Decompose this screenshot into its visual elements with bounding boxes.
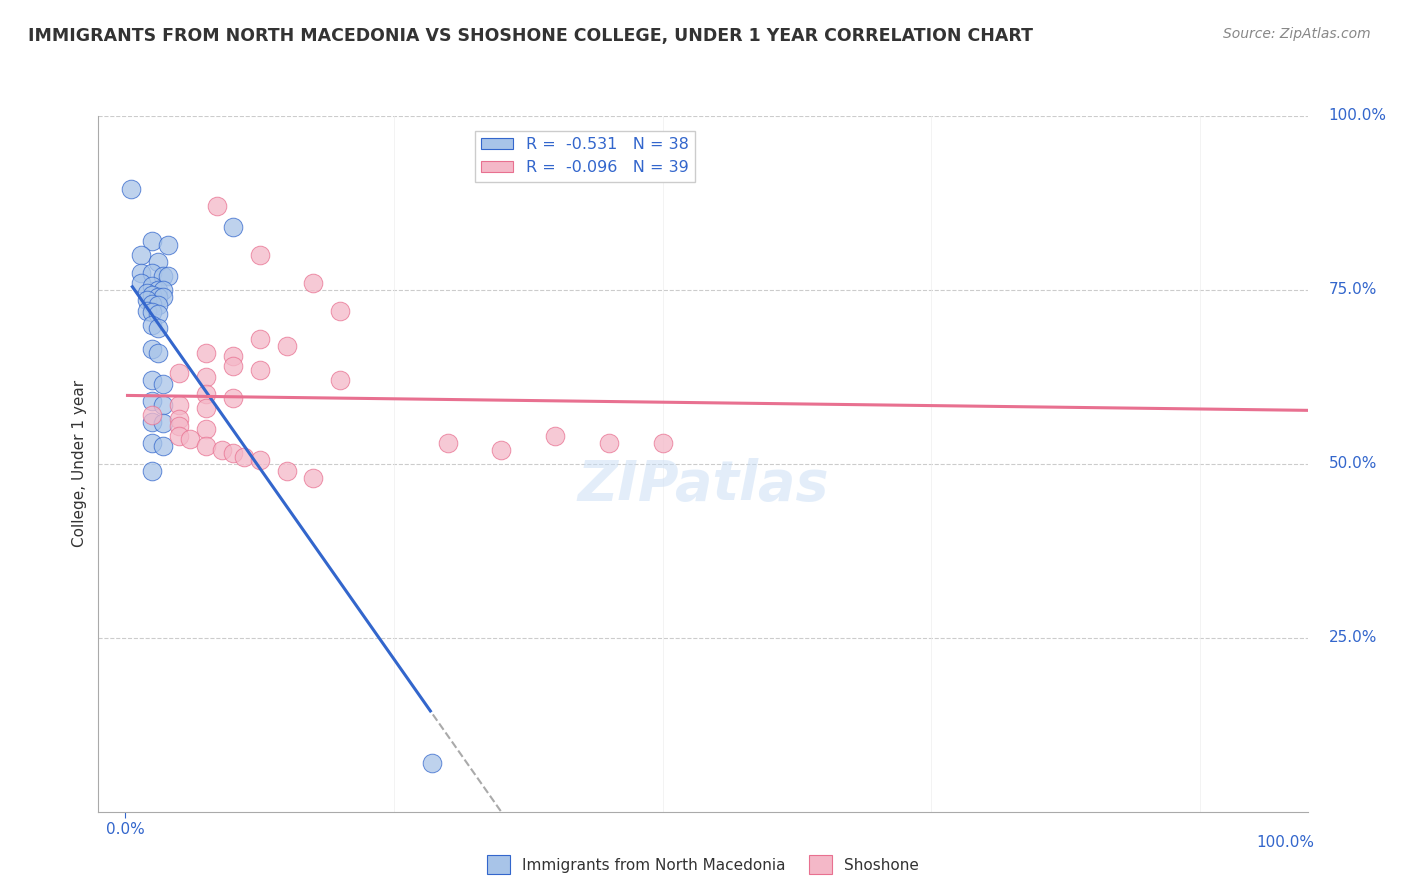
Point [146,290,169,304]
Point [249,332,271,346]
Text: 25.0%: 25.0% [1329,631,1376,645]
Point [141,318,163,332]
Point [157,237,180,252]
Point [152,268,174,283]
Point [141,305,163,319]
Point [276,464,298,478]
Point [141,297,163,311]
Point [167,411,190,425]
Text: 75.0%: 75.0% [1329,283,1376,297]
Point [146,283,169,297]
Point [135,293,157,308]
Text: IMMIGRANTS FROM NORTH MACEDONIA VS SHOSHONE COLLEGE, UNDER 1 YEAR CORRELATION CH: IMMIGRANTS FROM NORTH MACEDONIA VS SHOSH… [28,27,1033,45]
Point [146,345,169,359]
Point [222,359,245,374]
Point [194,387,217,401]
Point [249,453,271,467]
Point [420,756,443,770]
Point [249,363,271,377]
Point [167,418,190,433]
Point [179,433,201,447]
Point [146,321,169,335]
Point [131,248,153,262]
Point [157,268,180,283]
Point [146,307,169,321]
Point [222,220,245,235]
Point [232,450,254,464]
Text: ZIPatlas: ZIPatlas [578,458,828,512]
Point [329,303,352,318]
Point [651,436,673,450]
Point [249,248,271,262]
Point [141,415,163,429]
Point [167,398,190,412]
Point [152,376,174,391]
Text: Source: ZipAtlas.com: Source: ZipAtlas.com [1223,27,1371,41]
Point [211,442,233,457]
Point [141,266,163,280]
Point [194,422,217,436]
Legend: R =  -0.531   N = 38, R =  -0.096   N = 39: R = -0.531 N = 38, R = -0.096 N = 39 [475,131,695,182]
Point [152,440,174,454]
Point [141,408,163,422]
Point [167,367,190,381]
Point [141,373,163,387]
Point [329,373,352,387]
Point [598,436,620,450]
Point [205,199,228,213]
Point [120,182,142,196]
Point [141,342,163,356]
Point [141,288,163,302]
Point [141,279,163,293]
Y-axis label: College, Under 1 year: College, Under 1 year [72,380,87,548]
Point [222,349,245,363]
Point [194,440,217,454]
Text: 100.0%: 100.0% [1257,836,1315,850]
Point [302,276,325,290]
Point [222,446,245,460]
Text: 50.0%: 50.0% [1329,457,1376,471]
Point [141,234,163,248]
Point [131,276,153,290]
Point [152,417,174,431]
Legend: Immigrants from North Macedonia, Shoshone: Immigrants from North Macedonia, Shoshon… [481,849,925,880]
Point [194,369,217,384]
Point [436,436,458,450]
Point [146,298,169,312]
Point [135,286,157,301]
Point [194,345,217,359]
Point [135,303,157,318]
Text: 100.0%: 100.0% [1329,109,1386,123]
Point [194,401,217,416]
Point [141,436,163,450]
Point [302,471,325,485]
Point [141,394,163,409]
Point [141,464,163,478]
Point [544,429,567,443]
Point [152,398,174,412]
Point [491,442,513,457]
Point [222,391,245,405]
Point [152,283,174,297]
Point [167,429,190,443]
Point [146,255,169,269]
Point [131,266,153,280]
Point [152,290,174,304]
Point [276,338,298,352]
